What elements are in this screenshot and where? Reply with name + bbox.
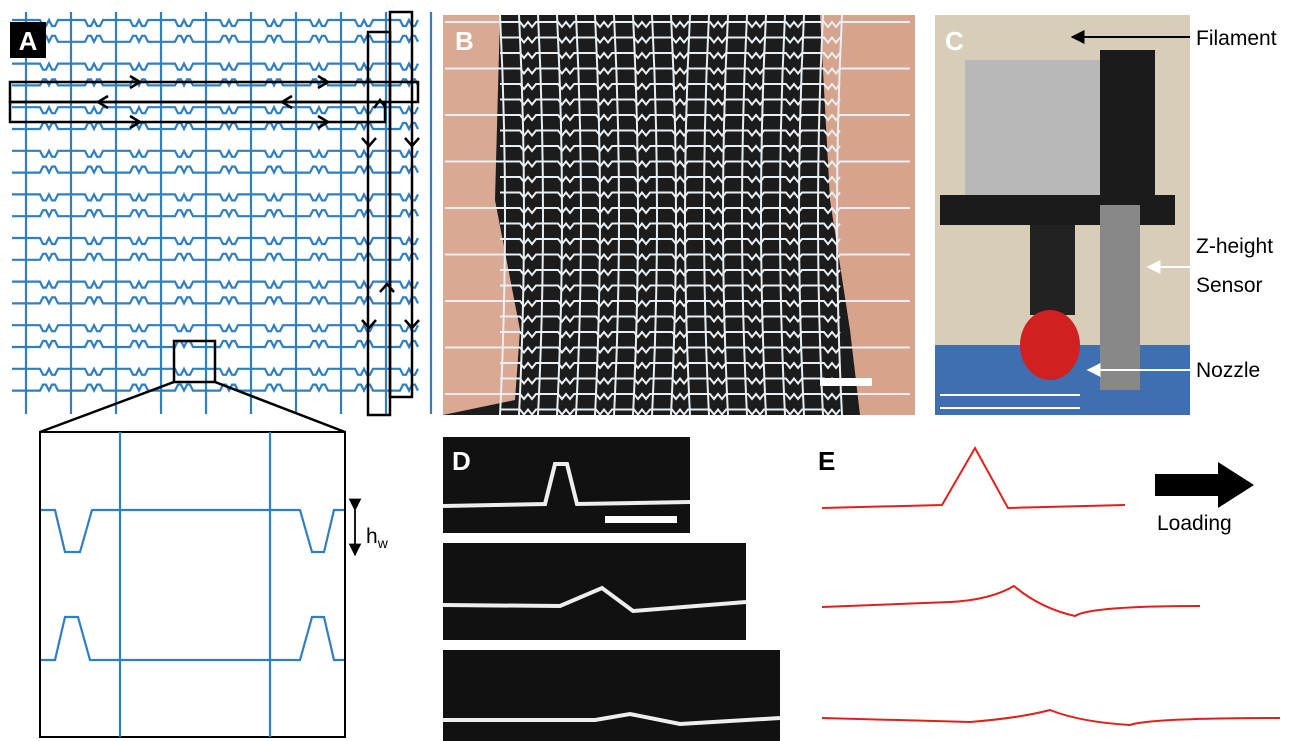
figure: A hw B C Filament Z-height Sensor Nozzle… [0,0,1298,741]
lattice-line [12,297,418,303]
lattice-line [12,107,418,113]
scale-bar [605,516,677,523]
lattice-line [12,238,418,244]
extruder [965,60,1105,195]
lattice-line [12,151,418,157]
annotation: Sensor [1196,274,1263,297]
hotend [1030,225,1075,315]
motor [1100,50,1155,200]
zoom-box [40,432,345,737]
lattice-line [12,254,418,260]
panel-label: E [818,446,835,476]
lattice-line [12,210,418,216]
panel-label: A [19,26,38,56]
scale-bar [820,378,872,386]
lattice-line [12,325,418,331]
annotation: Filament [1196,27,1277,50]
panel-label: B [455,26,474,56]
lattice-line [12,385,418,391]
panel-label: C [945,26,964,56]
lattice-line [12,282,418,288]
lattice-line [12,194,418,200]
photo [443,650,780,741]
lattice-line [12,20,418,26]
panel-label: D [452,446,471,476]
lattice-line [12,123,418,129]
lattice-line [12,36,418,42]
loading-arrow [1155,462,1254,508]
sensor [1100,205,1140,390]
annotation: Nozzle [1196,359,1260,382]
lattice-line [12,64,418,70]
annotation: Loading [1157,512,1232,535]
lattice-line [12,167,418,173]
annotation: hw [366,525,389,551]
nozzle [1020,310,1080,380]
annotation: Z-height [1196,235,1273,258]
